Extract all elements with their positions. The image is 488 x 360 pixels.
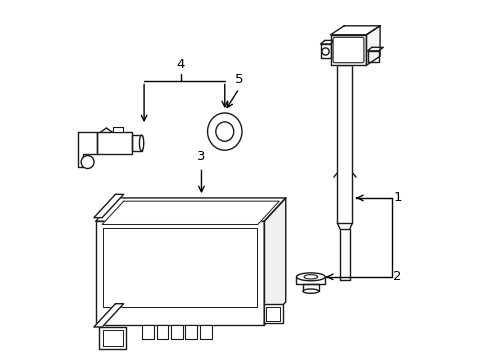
Ellipse shape	[304, 275, 317, 279]
Polygon shape	[199, 325, 211, 339]
Ellipse shape	[296, 273, 325, 281]
FancyBboxPatch shape	[332, 37, 363, 63]
Circle shape	[321, 48, 328, 55]
Polygon shape	[78, 132, 97, 167]
Polygon shape	[94, 194, 123, 218]
Polygon shape	[156, 325, 168, 339]
Polygon shape	[113, 127, 122, 132]
Ellipse shape	[215, 122, 233, 141]
Polygon shape	[366, 26, 379, 65]
Polygon shape	[330, 26, 379, 35]
Polygon shape	[171, 325, 183, 339]
Circle shape	[81, 156, 94, 168]
Polygon shape	[340, 229, 349, 280]
Ellipse shape	[139, 135, 143, 151]
Polygon shape	[102, 330, 122, 346]
Polygon shape	[330, 35, 366, 65]
Text: 4: 4	[176, 58, 184, 71]
Text: 1: 1	[392, 192, 401, 204]
Ellipse shape	[207, 113, 242, 150]
Polygon shape	[263, 304, 283, 323]
Polygon shape	[99, 327, 126, 348]
Polygon shape	[367, 47, 383, 51]
Polygon shape	[96, 221, 264, 325]
Polygon shape	[303, 284, 318, 291]
Text: 2: 2	[392, 270, 401, 283]
Text: 5: 5	[234, 73, 243, 86]
Polygon shape	[264, 198, 285, 325]
Polygon shape	[296, 277, 325, 284]
Polygon shape	[102, 201, 279, 225]
Polygon shape	[142, 325, 154, 339]
Text: 3: 3	[197, 150, 205, 163]
Polygon shape	[97, 132, 131, 154]
Polygon shape	[320, 40, 334, 44]
Polygon shape	[337, 65, 352, 223]
Ellipse shape	[303, 289, 318, 293]
Polygon shape	[185, 325, 197, 339]
Polygon shape	[367, 51, 378, 62]
Polygon shape	[94, 304, 123, 327]
Polygon shape	[320, 44, 330, 58]
Polygon shape	[131, 135, 142, 151]
Polygon shape	[96, 198, 285, 221]
Polygon shape	[266, 307, 280, 320]
